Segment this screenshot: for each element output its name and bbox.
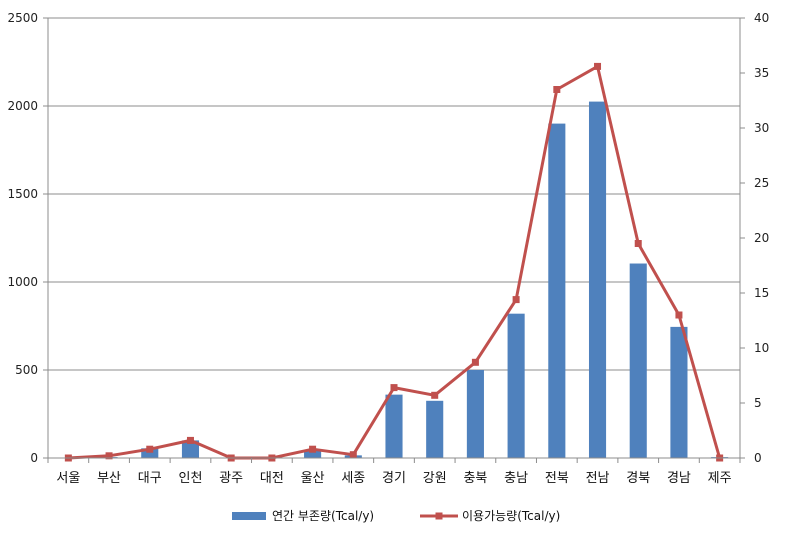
bar <box>304 450 322 458</box>
x-tick-label: 충남 <box>504 471 528 486</box>
bar <box>181 440 200 458</box>
line-point <box>186 436 194 444</box>
y-left-tick-label: 2000 <box>7 99 38 113</box>
x-tick-label: 경남 <box>667 471 691 486</box>
axes: 0 500 1000 1500 2000 2500 0 5 10 15 20 25 30 35 40 서울 부산… <box>7 11 769 486</box>
x-tick-label: 강원 <box>423 471 447 486</box>
x-tick-label: 부산 <box>97 471 121 486</box>
y-right-tick-label: 20 <box>754 231 769 245</box>
y-right-tick-label: 40 <box>754 11 769 25</box>
line-point <box>594 62 602 70</box>
line-point <box>675 311 683 319</box>
x-tick-label: 광주 <box>219 471 243 486</box>
bar <box>507 313 525 458</box>
y-left-tick-label: 0 <box>30 451 38 465</box>
line-point <box>431 391 439 399</box>
bar <box>141 448 159 458</box>
line-point <box>471 358 479 366</box>
x-tick-label: 전남 <box>586 471 610 486</box>
bar <box>588 101 607 458</box>
line-point <box>309 445 317 453</box>
bar <box>548 123 566 458</box>
x-tick-label: 서울 <box>56 471 80 486</box>
x-tick-label: 제주 <box>708 471 732 486</box>
x-tick-label: 충북 <box>463 471 487 486</box>
x-tick-label: 전북 <box>545 471 569 486</box>
legend-label: 이용가능량(Tcal/y) <box>462 509 560 523</box>
y-right-tick-label: 25 <box>754 176 769 190</box>
line-series <box>64 62 724 462</box>
bar <box>629 263 647 458</box>
legend-label: 연간 부존량(Tcal/y) <box>272 509 374 523</box>
legend-swatch-bar <box>232 512 266 520</box>
legend-swatch-marker <box>435 512 443 520</box>
y-right-tick-label: 5 <box>754 396 762 410</box>
bar <box>426 400 444 458</box>
x-tick-label: 대구 <box>138 471 162 486</box>
y-left-tick-label: 1500 <box>7 187 38 201</box>
line-point <box>349 451 357 459</box>
bar-series <box>100 101 729 458</box>
bar <box>385 394 403 458</box>
y-right-tick-label: 35 <box>754 66 769 80</box>
x-tick-label: 세종 <box>341 471 365 486</box>
y-right-tick-label: 15 <box>754 286 769 300</box>
y-left-tick-label: 1000 <box>7 275 38 289</box>
line-point <box>553 86 561 93</box>
line-point <box>105 452 113 460</box>
y-right-tick-label: 0 <box>754 451 762 465</box>
y-right-tick-label: 10 <box>754 341 769 355</box>
y-right-tick-label: 30 <box>754 121 769 135</box>
y-left-tick-label: 2500 <box>7 11 38 25</box>
legend: 연간 부존량(Tcal/y) 이용가능량(Tcal/y) <box>232 509 560 523</box>
x-tick-label: 인천 <box>179 471 203 486</box>
y-left-tick-label: 500 <box>15 363 38 377</box>
bar <box>466 370 484 458</box>
bar <box>670 326 688 458</box>
x-tick-label: 경북 <box>626 471 650 486</box>
x-tick-label: 경기 <box>382 471 406 486</box>
x-tick-label: 대전 <box>260 471 284 486</box>
line-point <box>634 240 642 247</box>
x-tick-label: 울산 <box>301 471 325 486</box>
line-point <box>512 296 520 304</box>
line-point <box>390 384 398 392</box>
line-point <box>146 445 154 453</box>
